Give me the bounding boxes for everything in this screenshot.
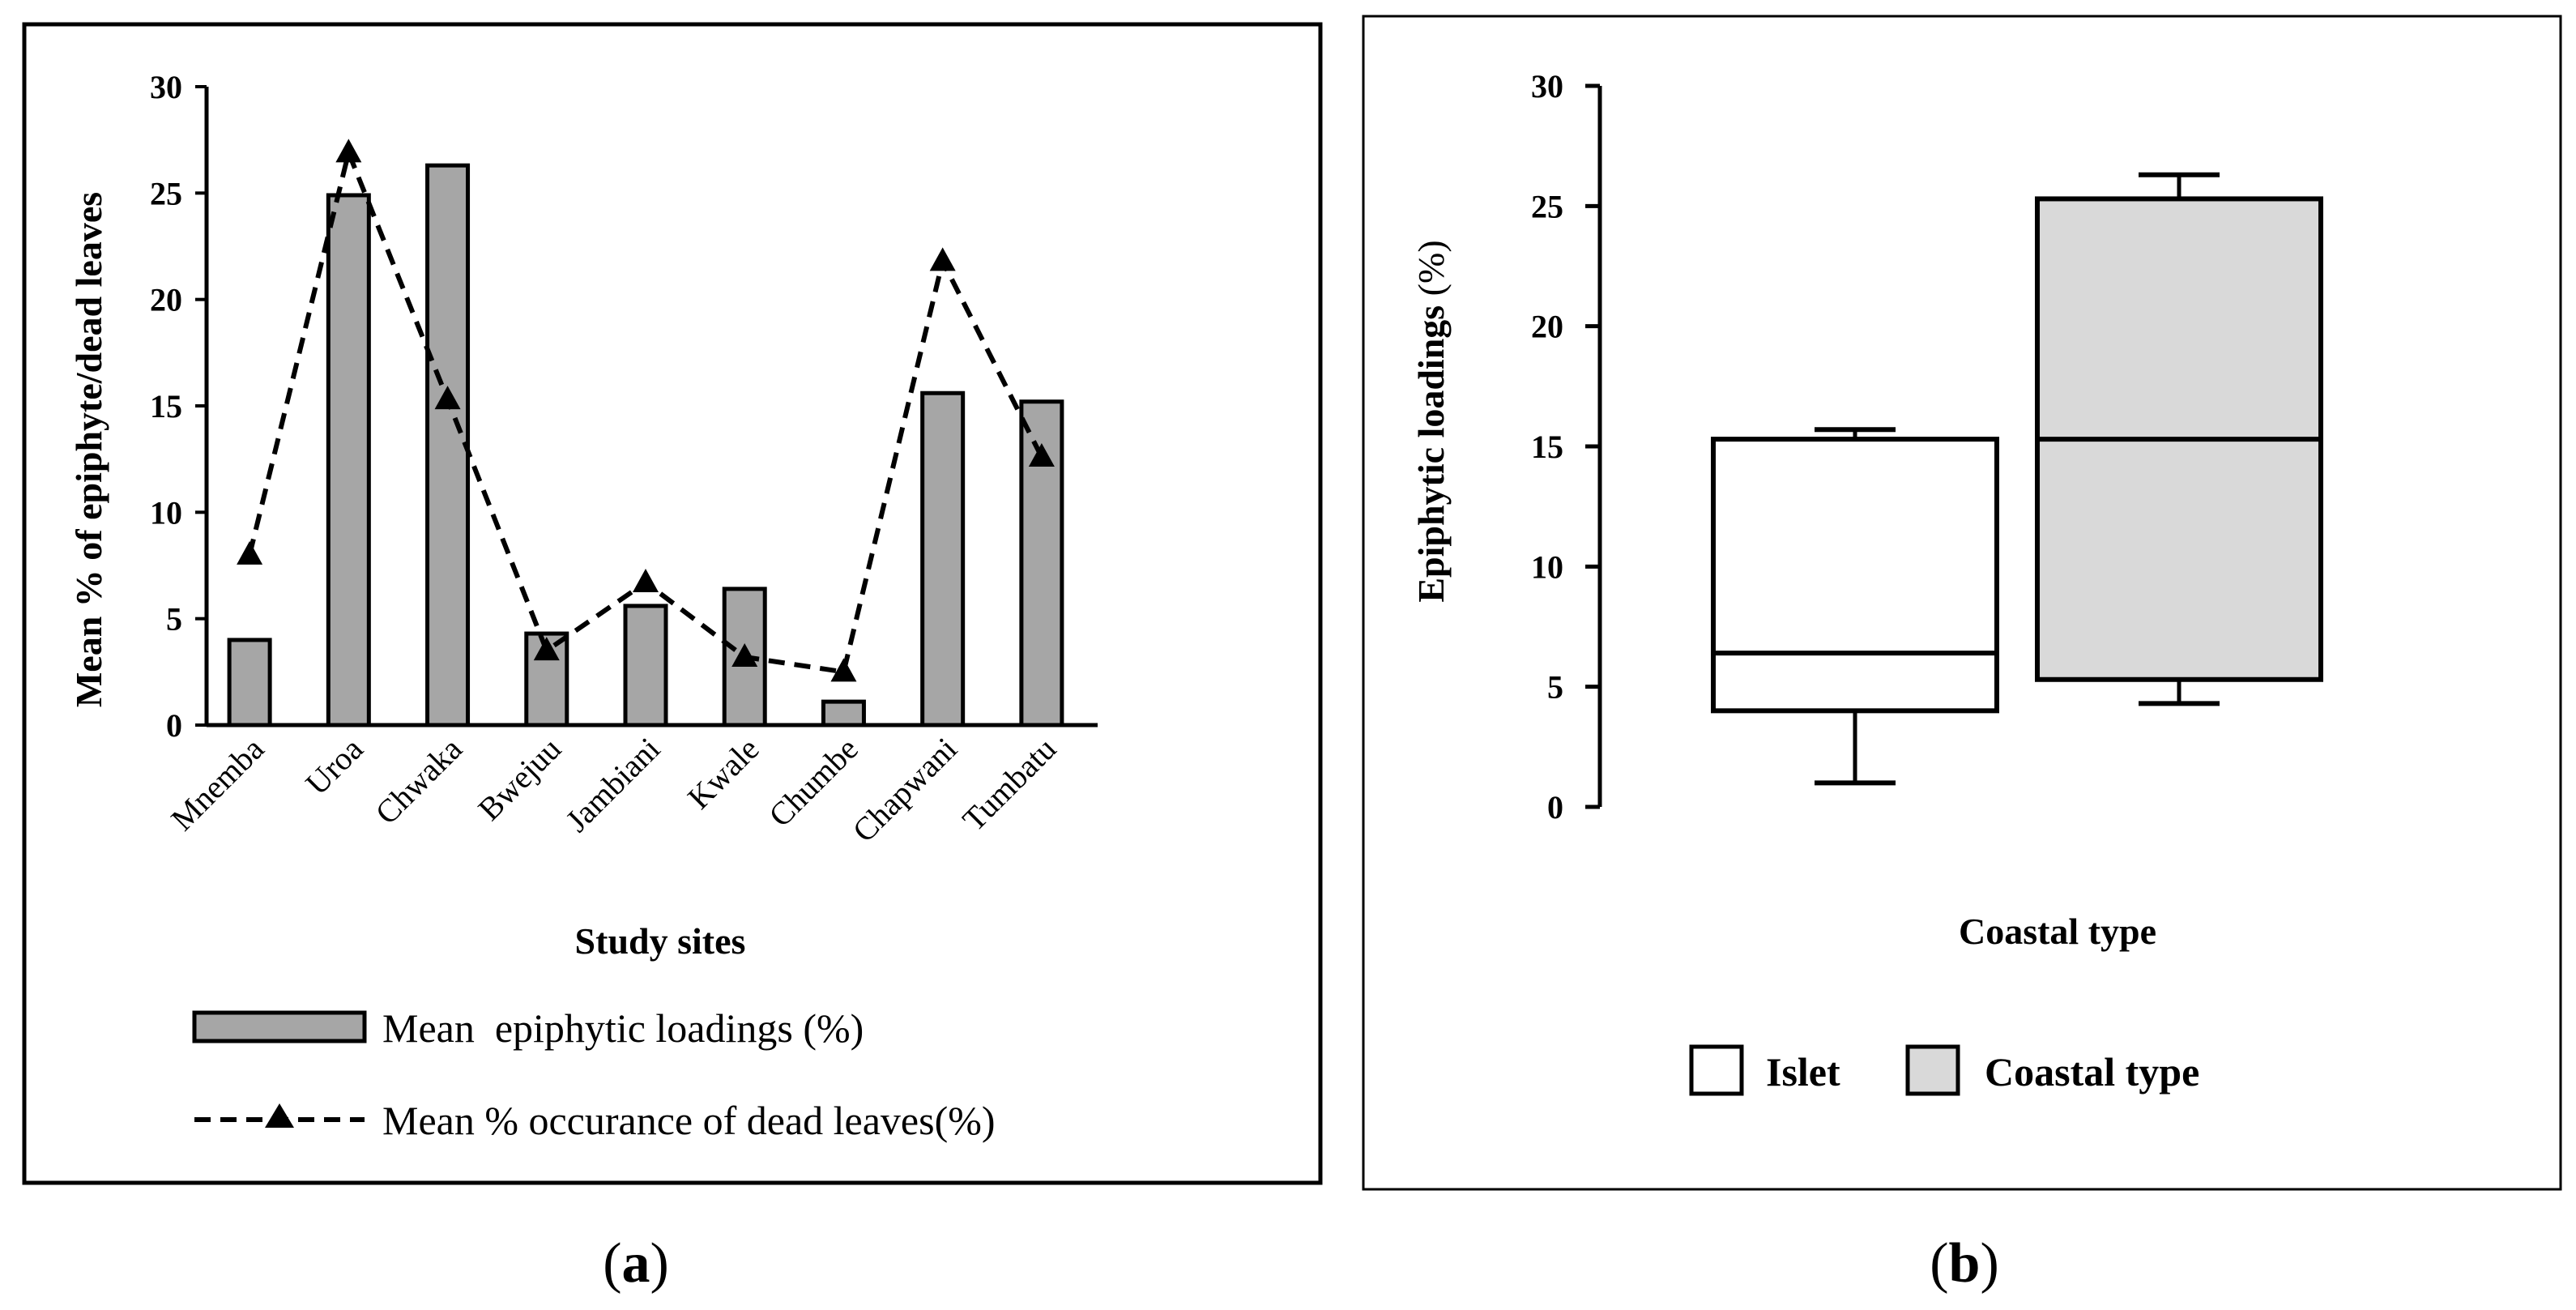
panel-a-bars: [227, 163, 1064, 728]
panel-b: 0 5 10 15 20 25 30 Epiphytic loadings (%) Coas…: [1362, 15, 2562, 1295]
bar-chapwani: [920, 390, 966, 728]
panel-b-legend: Islet Coastal type: [1689, 1044, 2199, 1096]
panel-b-caption: (b): [1930, 1232, 1999, 1295]
x-tick-label: Bwejuu: [471, 731, 568, 828]
y-tick-label: 20: [1531, 309, 1563, 345]
legend-label-bar: Mean epiphytic loadings (%): [382, 1005, 864, 1051]
y-tick-label: 15: [1531, 429, 1563, 465]
legend-swatch-coastal: [1905, 1044, 1960, 1096]
y-tick-label: 20: [150, 282, 182, 318]
bar-uroa: [326, 193, 371, 728]
marker-jambiani: [633, 569, 659, 593]
bar-mnemba: [227, 638, 272, 728]
y-tick-label: 10: [150, 494, 182, 531]
marker-chumbe: [830, 658, 857, 682]
y-tick-label: 15: [150, 388, 182, 425]
panel-a-x-label: Study sites: [575, 920, 746, 962]
bar-kwale: [722, 587, 767, 728]
x-tick-label: Mnemba: [164, 730, 271, 838]
y-tick-label: 30: [150, 69, 182, 105]
marker-chapwani: [929, 247, 956, 271]
y-tick-label: 30: [1531, 68, 1563, 105]
marker-uroa: [335, 139, 362, 163]
legend-label-line: Mean % occurance of dead leaves(%): [382, 1098, 996, 1143]
panel-b-boxes: [1711, 172, 2323, 786]
panel-b-x-label: Coastal type: [1959, 911, 2156, 952]
panel-a-y-ticks: 0 5 10 15 20 25 30: [150, 69, 207, 744]
bar-jambiani: [623, 604, 668, 728]
panel-a-markers: [237, 139, 1055, 682]
y-tick-label: 25: [1531, 188, 1563, 224]
x-tick-label: Jambiani: [558, 731, 667, 839]
panel-b-y-label: Epiphytic loadings (%): [1410, 240, 1452, 602]
y-tick-label: 25: [150, 175, 182, 211]
panel-a-y-label: Mean % of epiphyte/dead leaves: [68, 192, 109, 707]
y-tick-label: 0: [1547, 789, 1563, 826]
y-tick-label: 10: [1531, 548, 1563, 585]
panel-a-legend: Mean epiphytic loadings (%) Mean % occur…: [192, 1005, 996, 1143]
legend-label-coastal: Coastal type: [1985, 1049, 2199, 1095]
legend-label-islet: Islet: [1766, 1049, 1840, 1095]
marker-mnemba: [237, 540, 263, 565]
legend-swatch-islet: [1689, 1044, 1744, 1096]
marker-kwale: [731, 642, 758, 667]
panel-a-frame: [22, 22, 1323, 1185]
y-tick-label: 5: [1547, 669, 1563, 706]
panel-b-y-ticks: 0 5 10 15 20 25 30: [1531, 68, 1600, 826]
y-tick-label: 0: [166, 707, 182, 744]
y-tick-label: 5: [166, 601, 182, 638]
x-tick-label: Kwale: [680, 731, 766, 817]
marker-bwejuu: [533, 637, 560, 661]
x-tick-label: Uroa: [298, 730, 370, 802]
x-tick-label: Chapwani: [846, 731, 965, 850]
islet-box: [1711, 437, 1999, 714]
bar-chwaka: [425, 163, 471, 728]
legend-swatch-bar: [192, 1010, 367, 1043]
marker-chwaka: [434, 386, 461, 410]
bar-chumbe: [821, 699, 866, 728]
x-tick-label: Tumbatu: [955, 731, 1063, 838]
legend-triangle-marker: [265, 1103, 294, 1128]
x-tick-label: Chwaka: [368, 730, 469, 831]
panel-a-caption: (a): [603, 1232, 669, 1295]
marker-tumbatu: [1028, 443, 1055, 467]
panel-b-frame: [1362, 15, 2562, 1191]
